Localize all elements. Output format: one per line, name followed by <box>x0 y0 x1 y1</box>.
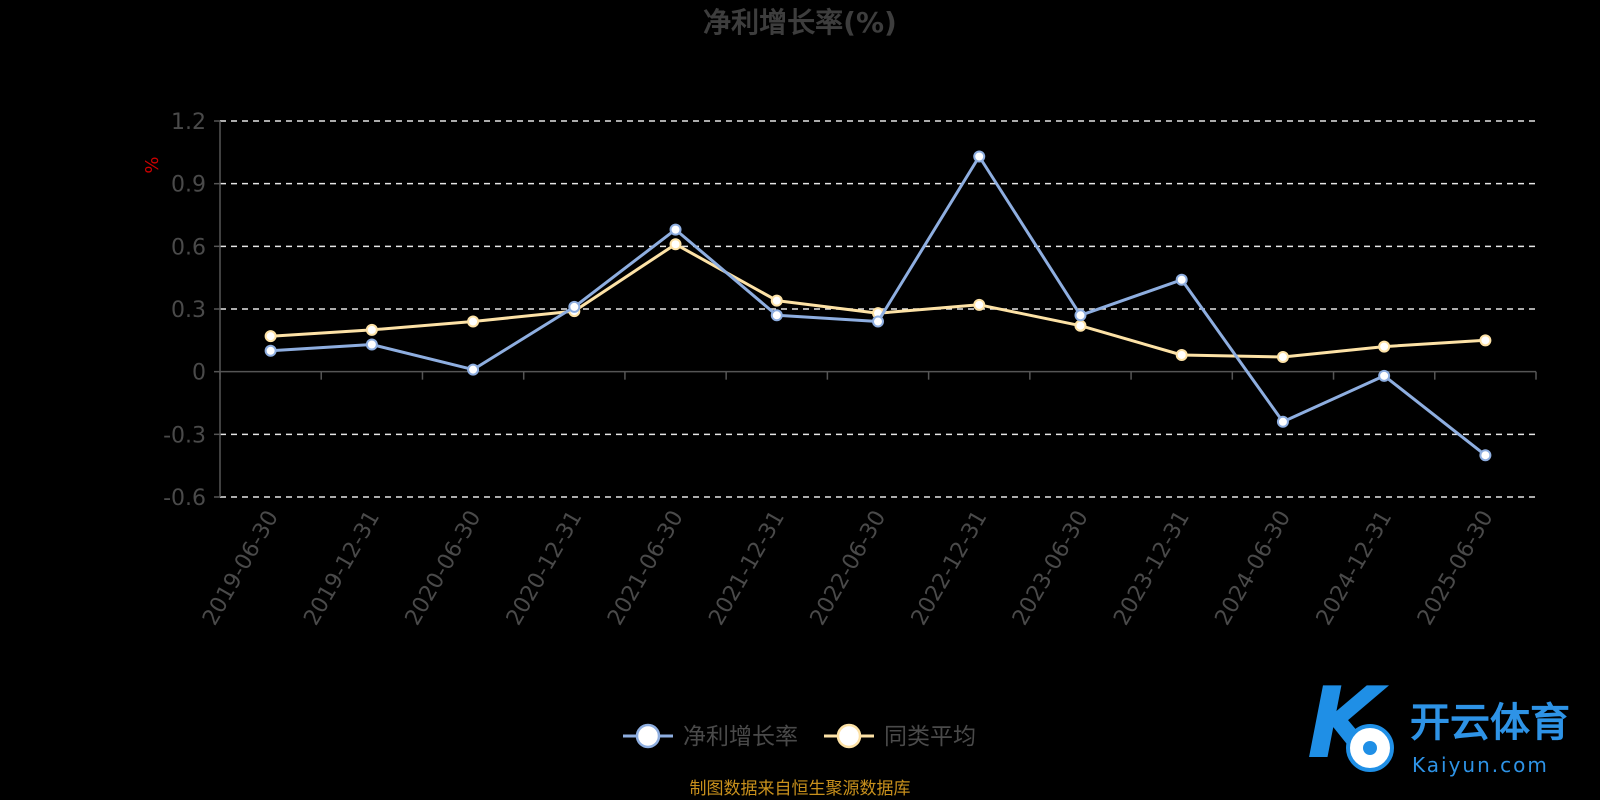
y-unit-label: % <box>142 156 163 173</box>
x-tick-label: 2022-12-31 <box>907 506 993 629</box>
x-tick-label: 2020-12-31 <box>502 507 588 630</box>
data-point <box>669 223 682 236</box>
y-tick-label: -0.3 <box>163 423 206 448</box>
data-point <box>467 315 480 328</box>
data-point <box>1479 449 1492 462</box>
watermark-logo: K 开云体育 Kaiyun.com <box>1307 667 1570 781</box>
data-point <box>365 338 378 351</box>
x-tick-label: 2025-06-30 <box>1413 507 1499 630</box>
watermark-en: Kaiyun.com <box>1412 753 1549 777</box>
data-point <box>973 150 986 163</box>
axes <box>214 120 1537 498</box>
data-point <box>1276 351 1289 364</box>
series-line-0 <box>270 155 1487 457</box>
watermark-cn: 开云体育 <box>1410 700 1570 746</box>
data-point <box>365 323 378 336</box>
legend[interactable]: 净利增长率 同类平均 <box>623 723 976 750</box>
data-point <box>1276 415 1289 428</box>
series-lines <box>264 150 1492 462</box>
data-point <box>770 309 783 322</box>
source-note: 制图数据来自恒生聚源数据库 <box>690 779 911 799</box>
legend-item-0[interactable]: 净利增长率 <box>623 723 798 750</box>
data-point <box>973 298 986 311</box>
data-point <box>264 344 277 357</box>
x-tick-label: 2023-06-30 <box>1008 507 1094 630</box>
data-point <box>1175 348 1188 361</box>
data-point <box>264 330 277 343</box>
data-point <box>467 363 480 376</box>
y-tick-labels: -0.6 -0.3 0 0.3 0.6 0.9 1.2 <box>163 110 206 511</box>
legend-label: 净利增长率 <box>683 724 798 750</box>
y-tick-label: 0 <box>192 361 206 386</box>
soccer-ball-patch-icon <box>1363 741 1377 755</box>
x-tick-labels: 2019-06-30 2019-12-31 2020-06-30 2020-12-31… <box>198 506 1498 629</box>
chart-title: 净利增长率(%) <box>703 6 897 39</box>
legend-item-1[interactable]: 同类平均 <box>824 723 976 750</box>
legend-swatch-marker <box>836 723 862 749</box>
data-point <box>872 315 884 328</box>
data-point <box>770 294 783 307</box>
data-point <box>1074 319 1087 332</box>
data-point <box>1074 309 1087 322</box>
x-tick-label: 2024-12-31 <box>1312 507 1398 630</box>
x-tick-label: 2019-06-30 <box>198 507 284 630</box>
y-tick-label: 0.3 <box>171 298 206 323</box>
x-tick-label: 2021-06-30 <box>603 507 689 630</box>
x-tick-label: 2021-12-31 <box>704 507 790 630</box>
legend-swatch-marker <box>635 723 661 749</box>
x-tick-label: 2022-06-30 <box>806 507 892 630</box>
data-point <box>669 238 682 251</box>
y-tick-label: 0.6 <box>171 235 206 260</box>
data-point <box>1479 334 1492 347</box>
data-point <box>1378 340 1391 353</box>
y-tick-label: -0.6 <box>163 486 206 511</box>
x-tick-label: 2020-06-30 <box>401 506 487 629</box>
data-point <box>1175 273 1188 286</box>
x-tick-label: 2023-12-31 <box>1109 507 1195 630</box>
x-tick-label: 2024-06-30 <box>1211 507 1297 630</box>
data-point <box>568 300 581 313</box>
series-line-1 <box>270 242 1486 359</box>
legend-label: 同类平均 <box>884 724 976 750</box>
x-tick-label: 2019-12-31 <box>299 507 385 630</box>
y-tick-label: 1.2 <box>171 110 206 135</box>
data-point <box>1378 369 1391 382</box>
y-tick-label: 0.9 <box>171 173 206 198</box>
